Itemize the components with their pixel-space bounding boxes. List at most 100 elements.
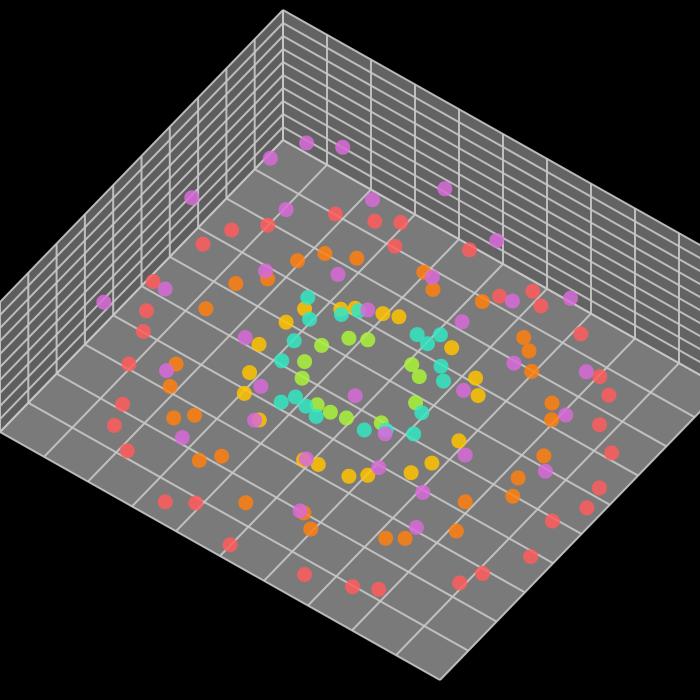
data-point (184, 190, 200, 206)
data-point (444, 340, 460, 356)
data-point (436, 373, 451, 389)
wall-grid-line-horizontal (0, 126, 284, 420)
data-point (452, 575, 468, 591)
wall-grid-line-horizontal (0, 22, 284, 316)
data-point (592, 417, 607, 433)
data-point (504, 293, 520, 309)
data-point (145, 274, 161, 289)
floor-grid-line-y (27, 401, 469, 652)
data-point (563, 290, 578, 306)
data-point (408, 520, 424, 535)
wall-grid-line-horizontal (0, 139, 284, 433)
data-point (349, 250, 365, 266)
data-point (260, 217, 276, 233)
data-point (375, 306, 391, 322)
data-point (228, 276, 244, 292)
data-point (341, 330, 357, 346)
data-point (335, 139, 351, 155)
data-points (96, 135, 620, 597)
wall-grid-line-horizontal (282, 48, 700, 286)
data-point (139, 303, 154, 319)
data-point (345, 579, 361, 595)
data-point (470, 388, 486, 404)
floor-grid-line-y (84, 343, 526, 594)
data-point (288, 389, 303, 405)
data-point (251, 336, 267, 352)
data-point (106, 418, 122, 433)
wall-grid-line-horizontal (282, 22, 700, 260)
data-point (604, 445, 620, 461)
data-point (365, 192, 380, 208)
data-point (544, 395, 560, 411)
data-point (159, 363, 175, 379)
data-point (341, 468, 357, 484)
data-point (468, 370, 484, 386)
data-point (360, 467, 376, 483)
data-point (377, 426, 393, 442)
data-point (299, 135, 315, 151)
data-point (96, 294, 112, 310)
data-point (274, 353, 290, 369)
data-point (454, 314, 470, 330)
data-point (578, 364, 594, 380)
data-point (371, 581, 387, 597)
data-point (474, 294, 490, 310)
wall-grid-line-horizontal (0, 87, 284, 381)
data-point (378, 530, 394, 546)
data-point (237, 330, 253, 346)
data-point (510, 470, 526, 486)
data-point (300, 290, 316, 305)
data-point (314, 337, 330, 353)
data-point (317, 246, 333, 261)
data-point (347, 388, 363, 404)
floor-pane (0, 140, 700, 680)
wall-grid-line-horizontal (0, 113, 284, 407)
data-point (198, 301, 214, 317)
data-point (195, 236, 211, 252)
data-point (521, 343, 537, 359)
data-point (544, 412, 560, 428)
floor-grid-line-y (254, 168, 696, 419)
data-point (420, 336, 435, 352)
wall-grid-line-horizontal (282, 35, 700, 273)
data-point (506, 355, 522, 371)
data-point (558, 407, 574, 423)
data-point (119, 443, 135, 459)
data-point (273, 394, 289, 410)
data-point (135, 324, 151, 339)
floor-grid-line-y (56, 372, 498, 623)
data-point (242, 365, 258, 381)
wall-grid-line-horizontal (282, 126, 700, 364)
data-point (393, 215, 409, 230)
data-point (601, 387, 617, 403)
data-point (187, 407, 203, 423)
floor-grid-line-y (169, 255, 611, 506)
floor-grid-line-y (0, 431, 441, 681)
data-point (328, 206, 343, 222)
wall-grid-line-horizontal (282, 61, 700, 299)
data-point (298, 451, 314, 467)
data-point (333, 307, 349, 322)
data-point (591, 480, 607, 496)
data-point (489, 233, 505, 249)
data-point (387, 238, 403, 254)
data-point (121, 356, 137, 372)
data-point (367, 213, 383, 229)
data-point (322, 404, 338, 420)
data-point (278, 202, 294, 218)
data-point (544, 513, 560, 529)
data-point (292, 503, 308, 519)
data-point (403, 465, 419, 481)
grid-lines (0, 9, 700, 681)
data-point (191, 452, 207, 468)
data-point (330, 266, 346, 282)
data-point (462, 242, 477, 258)
wall-grid-line-horizontal (282, 87, 700, 325)
data-point (523, 549, 539, 565)
data-point (411, 369, 427, 385)
wall-grid-line-horizontal (0, 61, 284, 355)
wall-grid-line-horizontal (282, 74, 700, 312)
data-point (425, 282, 441, 297)
data-point (278, 314, 294, 330)
